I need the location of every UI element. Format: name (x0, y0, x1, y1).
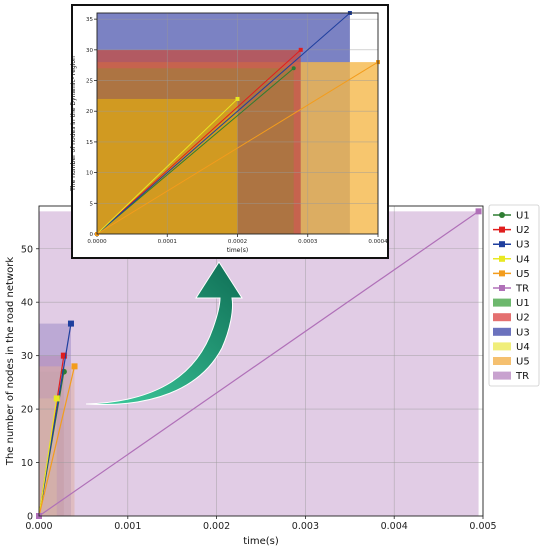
legend-label: TR (515, 284, 529, 295)
legend-label: U3 (516, 327, 530, 338)
point-u4 (53, 395, 60, 402)
point-u4 (235, 96, 240, 101)
series-line-u1 (96, 67, 295, 235)
x-tick-label: 0.0000 (87, 239, 107, 245)
legend-marker-u5 (499, 270, 505, 277)
series-line-u5 (38, 366, 76, 517)
legend-label: U2 (516, 313, 530, 324)
x-tick-label: 0.001 (114, 521, 141, 532)
y-axis-label: The number of nodes in the road network (5, 257, 16, 467)
point-tr (475, 208, 482, 215)
y-tick-label: 20 (21, 405, 33, 416)
series-line-u4 (96, 98, 238, 235)
x-tick-label: 0.000 (25, 521, 52, 532)
legend-label: U1 (516, 298, 530, 309)
legend-marker-tr (499, 285, 505, 291)
legend-label: U5 (516, 357, 530, 368)
legend-label: U1 (516, 211, 530, 222)
point-u5 (71, 363, 78, 370)
legend-marker-u4 (499, 255, 505, 262)
y-tick-label: 0 (90, 232, 94, 238)
y-tick-label: 5 (90, 201, 94, 207)
point-u2 (298, 47, 303, 52)
legend-marker-u3 (499, 241, 505, 248)
y-tick-label: 25 (86, 79, 93, 85)
y-tick-label: 35 (86, 17, 93, 23)
legend-patch-tr (493, 371, 511, 380)
y-tick-label: 10 (21, 458, 33, 469)
y-tick-label: 0 (27, 512, 33, 523)
legend-marker-u1 (499, 212, 505, 218)
series-line-u2 (96, 49, 302, 235)
x-tick-label: 0.0004 (368, 239, 388, 245)
legend-patch-u1 (493, 298, 511, 307)
point-u1 (291, 66, 296, 71)
legend-label: U3 (516, 240, 530, 251)
point-u2 (60, 352, 67, 359)
legend-patch-u4 (493, 342, 511, 351)
x-axis-label: time(s) (227, 247, 248, 254)
x-tick-label: 0.003 (292, 521, 319, 532)
zoom-arrow (85, 261, 243, 406)
legend-patch-u2 (493, 313, 511, 322)
series-line-u5 (96, 61, 379, 235)
legend-label: U4 (516, 254, 530, 265)
x-tick-label: 0.0002 (228, 239, 247, 245)
y-tick-label: 30 (21, 351, 33, 362)
x-axis-label: time(s) (243, 536, 279, 547)
legend-label: TR (515, 371, 529, 382)
series-line-tr (38, 210, 479, 517)
series-line-u3 (96, 12, 351, 235)
y-tick-label: 15 (86, 140, 93, 146)
y-tick-label: 30 (86, 48, 93, 54)
y-tick-label: 10 (86, 171, 93, 177)
legend-marker-u2 (499, 226, 505, 233)
legend-box (488, 204, 540, 387)
x-tick-label: 0.0003 (298, 239, 318, 245)
y-tick-label: 40 (21, 298, 33, 309)
series-line-u4 (38, 398, 58, 517)
y-axis-label: The number of nodes in the Dynamic- regi… (70, 56, 77, 192)
y-tick-label: 50 (21, 244, 33, 255)
legend-label: U4 (516, 342, 530, 353)
y-tick-label: 20 (86, 109, 93, 115)
legend-label: U5 (516, 269, 530, 280)
x-tick-label: 0.002 (203, 521, 230, 532)
point-u3 (67, 320, 74, 327)
legend-patch-u3 (493, 327, 511, 336)
legend-label: U2 (516, 225, 530, 236)
plot-frame (96, 12, 379, 235)
x-tick-label: 0.004 (381, 521, 408, 532)
x-tick-label: 0.005 (469, 521, 496, 532)
x-tick-label: 0.0001 (158, 239, 177, 245)
legend-patch-u5 (493, 357, 511, 365)
